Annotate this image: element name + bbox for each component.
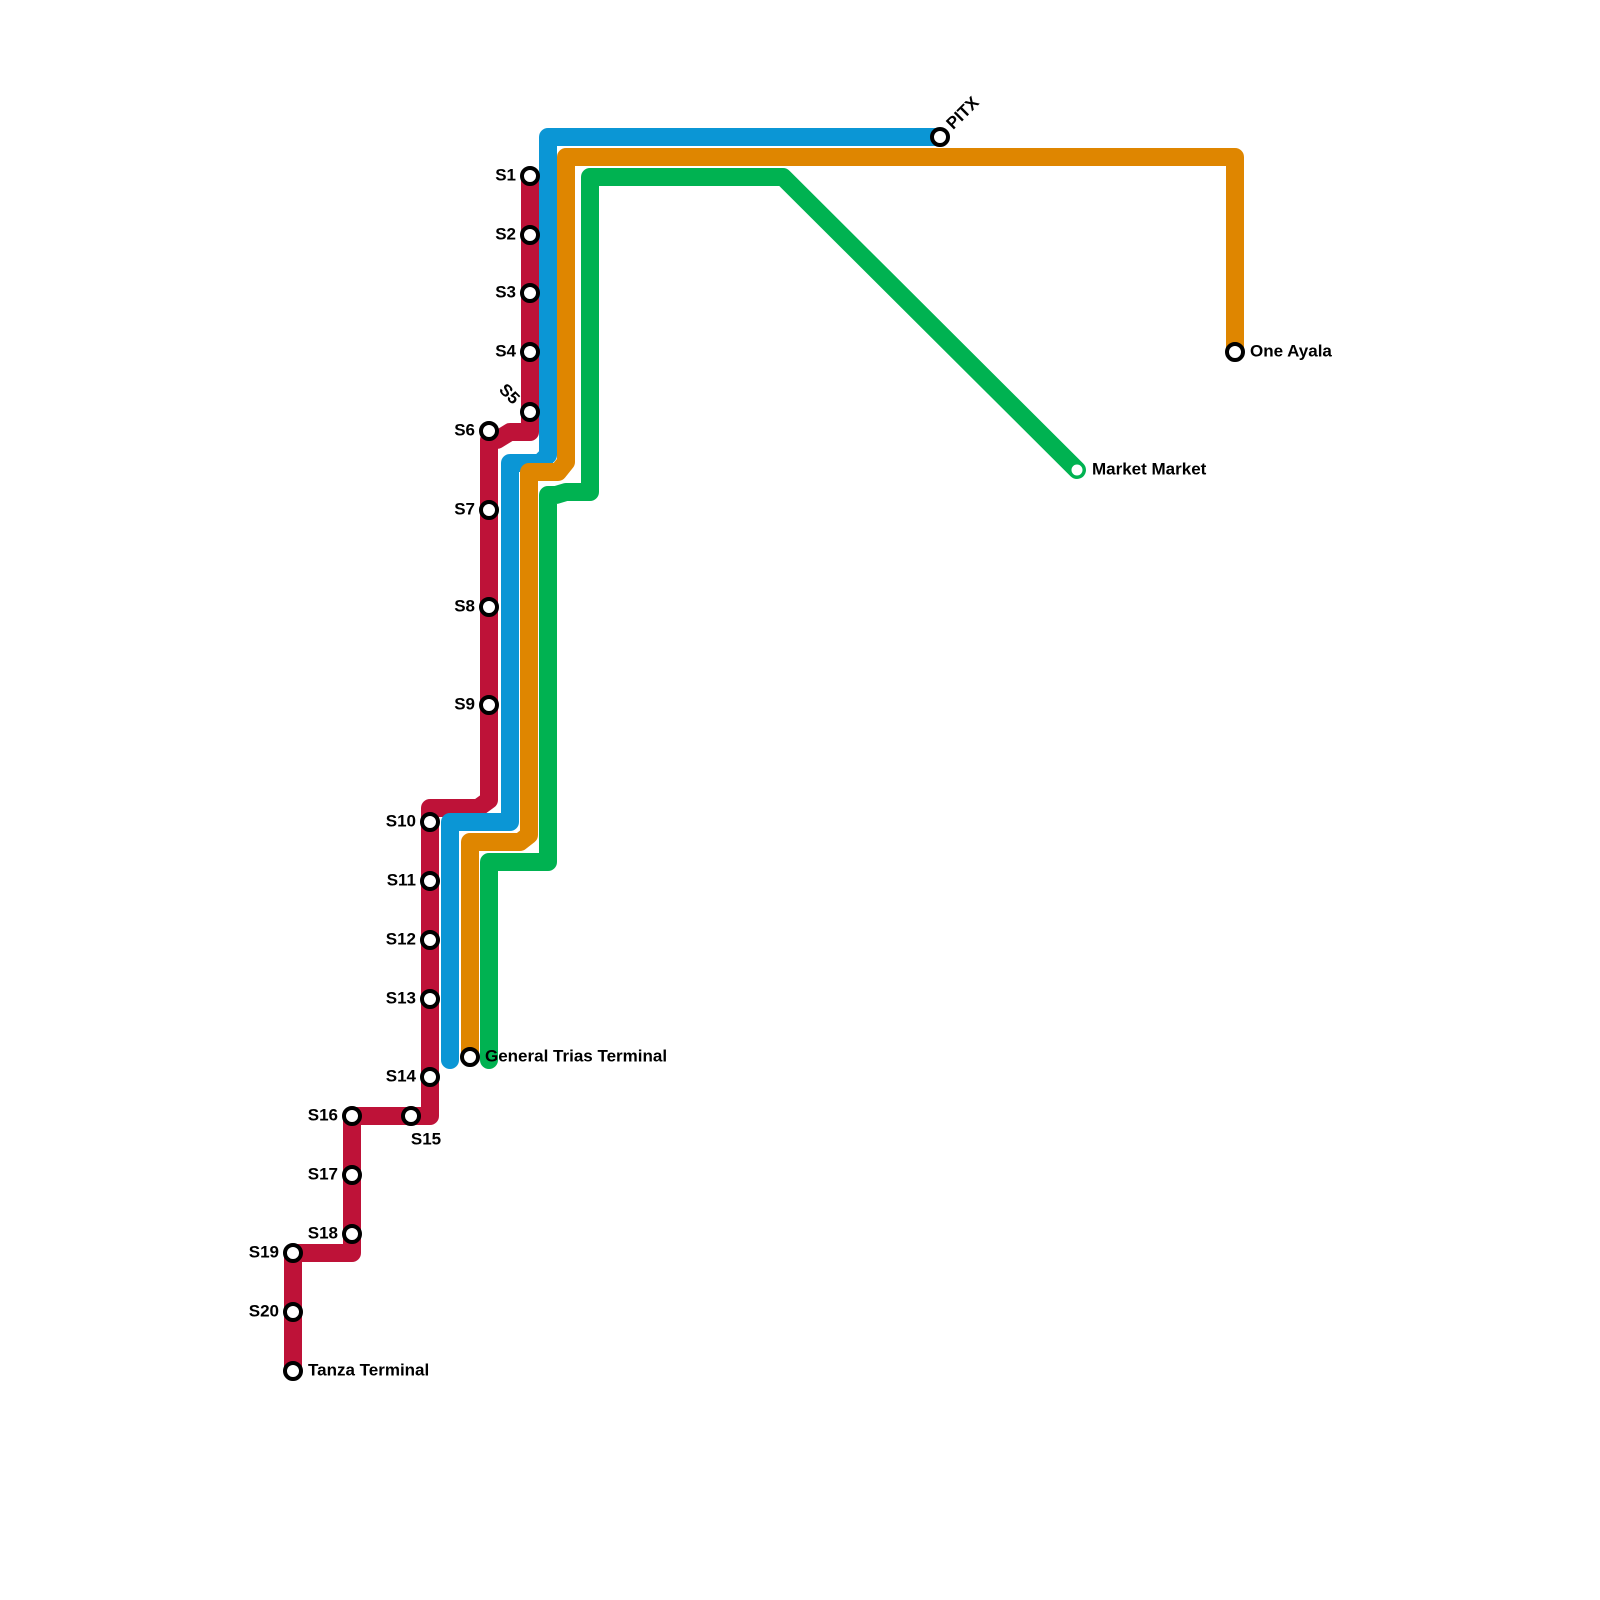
station-label: Market Market [1092, 459, 1207, 478]
station-label: S6 [454, 420, 475, 439]
station-label: S2 [495, 224, 516, 243]
station-label: S4 [495, 341, 516, 360]
station [420, 871, 440, 891]
station-label: S5 [495, 380, 523, 408]
station-label: S18 [308, 1223, 338, 1242]
station-label: S3 [495, 282, 516, 301]
station-label: Tanza Terminal [308, 1360, 429, 1379]
station [342, 1224, 362, 1244]
station-label: S8 [454, 596, 475, 615]
station [283, 1302, 303, 1322]
station [401, 1106, 421, 1126]
station-label: One Ayala [1250, 341, 1332, 360]
station [420, 812, 440, 832]
orange-line [461, 148, 1244, 1066]
station-label: S1 [495, 165, 516, 184]
station [930, 127, 950, 147]
station [1225, 342, 1245, 362]
station-label: S20 [249, 1301, 279, 1320]
station [1068, 461, 1086, 479]
station [520, 342, 540, 362]
station-label: S12 [386, 929, 416, 948]
station-label: S11 [387, 870, 416, 889]
station [479, 500, 499, 520]
station [283, 1243, 303, 1263]
station-label: PITX [943, 92, 984, 133]
station [420, 1067, 440, 1087]
station-label: S7 [454, 499, 475, 518]
red-line [284, 167, 539, 1380]
station-label: S9 [454, 694, 475, 713]
station [479, 597, 499, 617]
station-label: General Trias Terminal [485, 1046, 667, 1065]
station-label: S19 [249, 1242, 279, 1261]
station [420, 930, 440, 950]
station-label: S10 [386, 811, 416, 830]
station [479, 421, 499, 441]
blue-line [441, 128, 949, 1069]
station-label: S15 [411, 1129, 441, 1148]
station [460, 1047, 480, 1067]
station-label: S17 [308, 1164, 338, 1183]
station [520, 166, 540, 186]
station [420, 989, 440, 1009]
station [520, 283, 540, 303]
station [342, 1106, 362, 1126]
green-line [480, 168, 1086, 1069]
station-label: S16 [308, 1105, 338, 1124]
station [520, 225, 540, 245]
station [520, 402, 540, 422]
station-label: S13 [386, 988, 416, 1007]
station [283, 1361, 303, 1381]
station [479, 695, 499, 715]
station-label: S14 [386, 1066, 417, 1085]
station [342, 1165, 362, 1185]
